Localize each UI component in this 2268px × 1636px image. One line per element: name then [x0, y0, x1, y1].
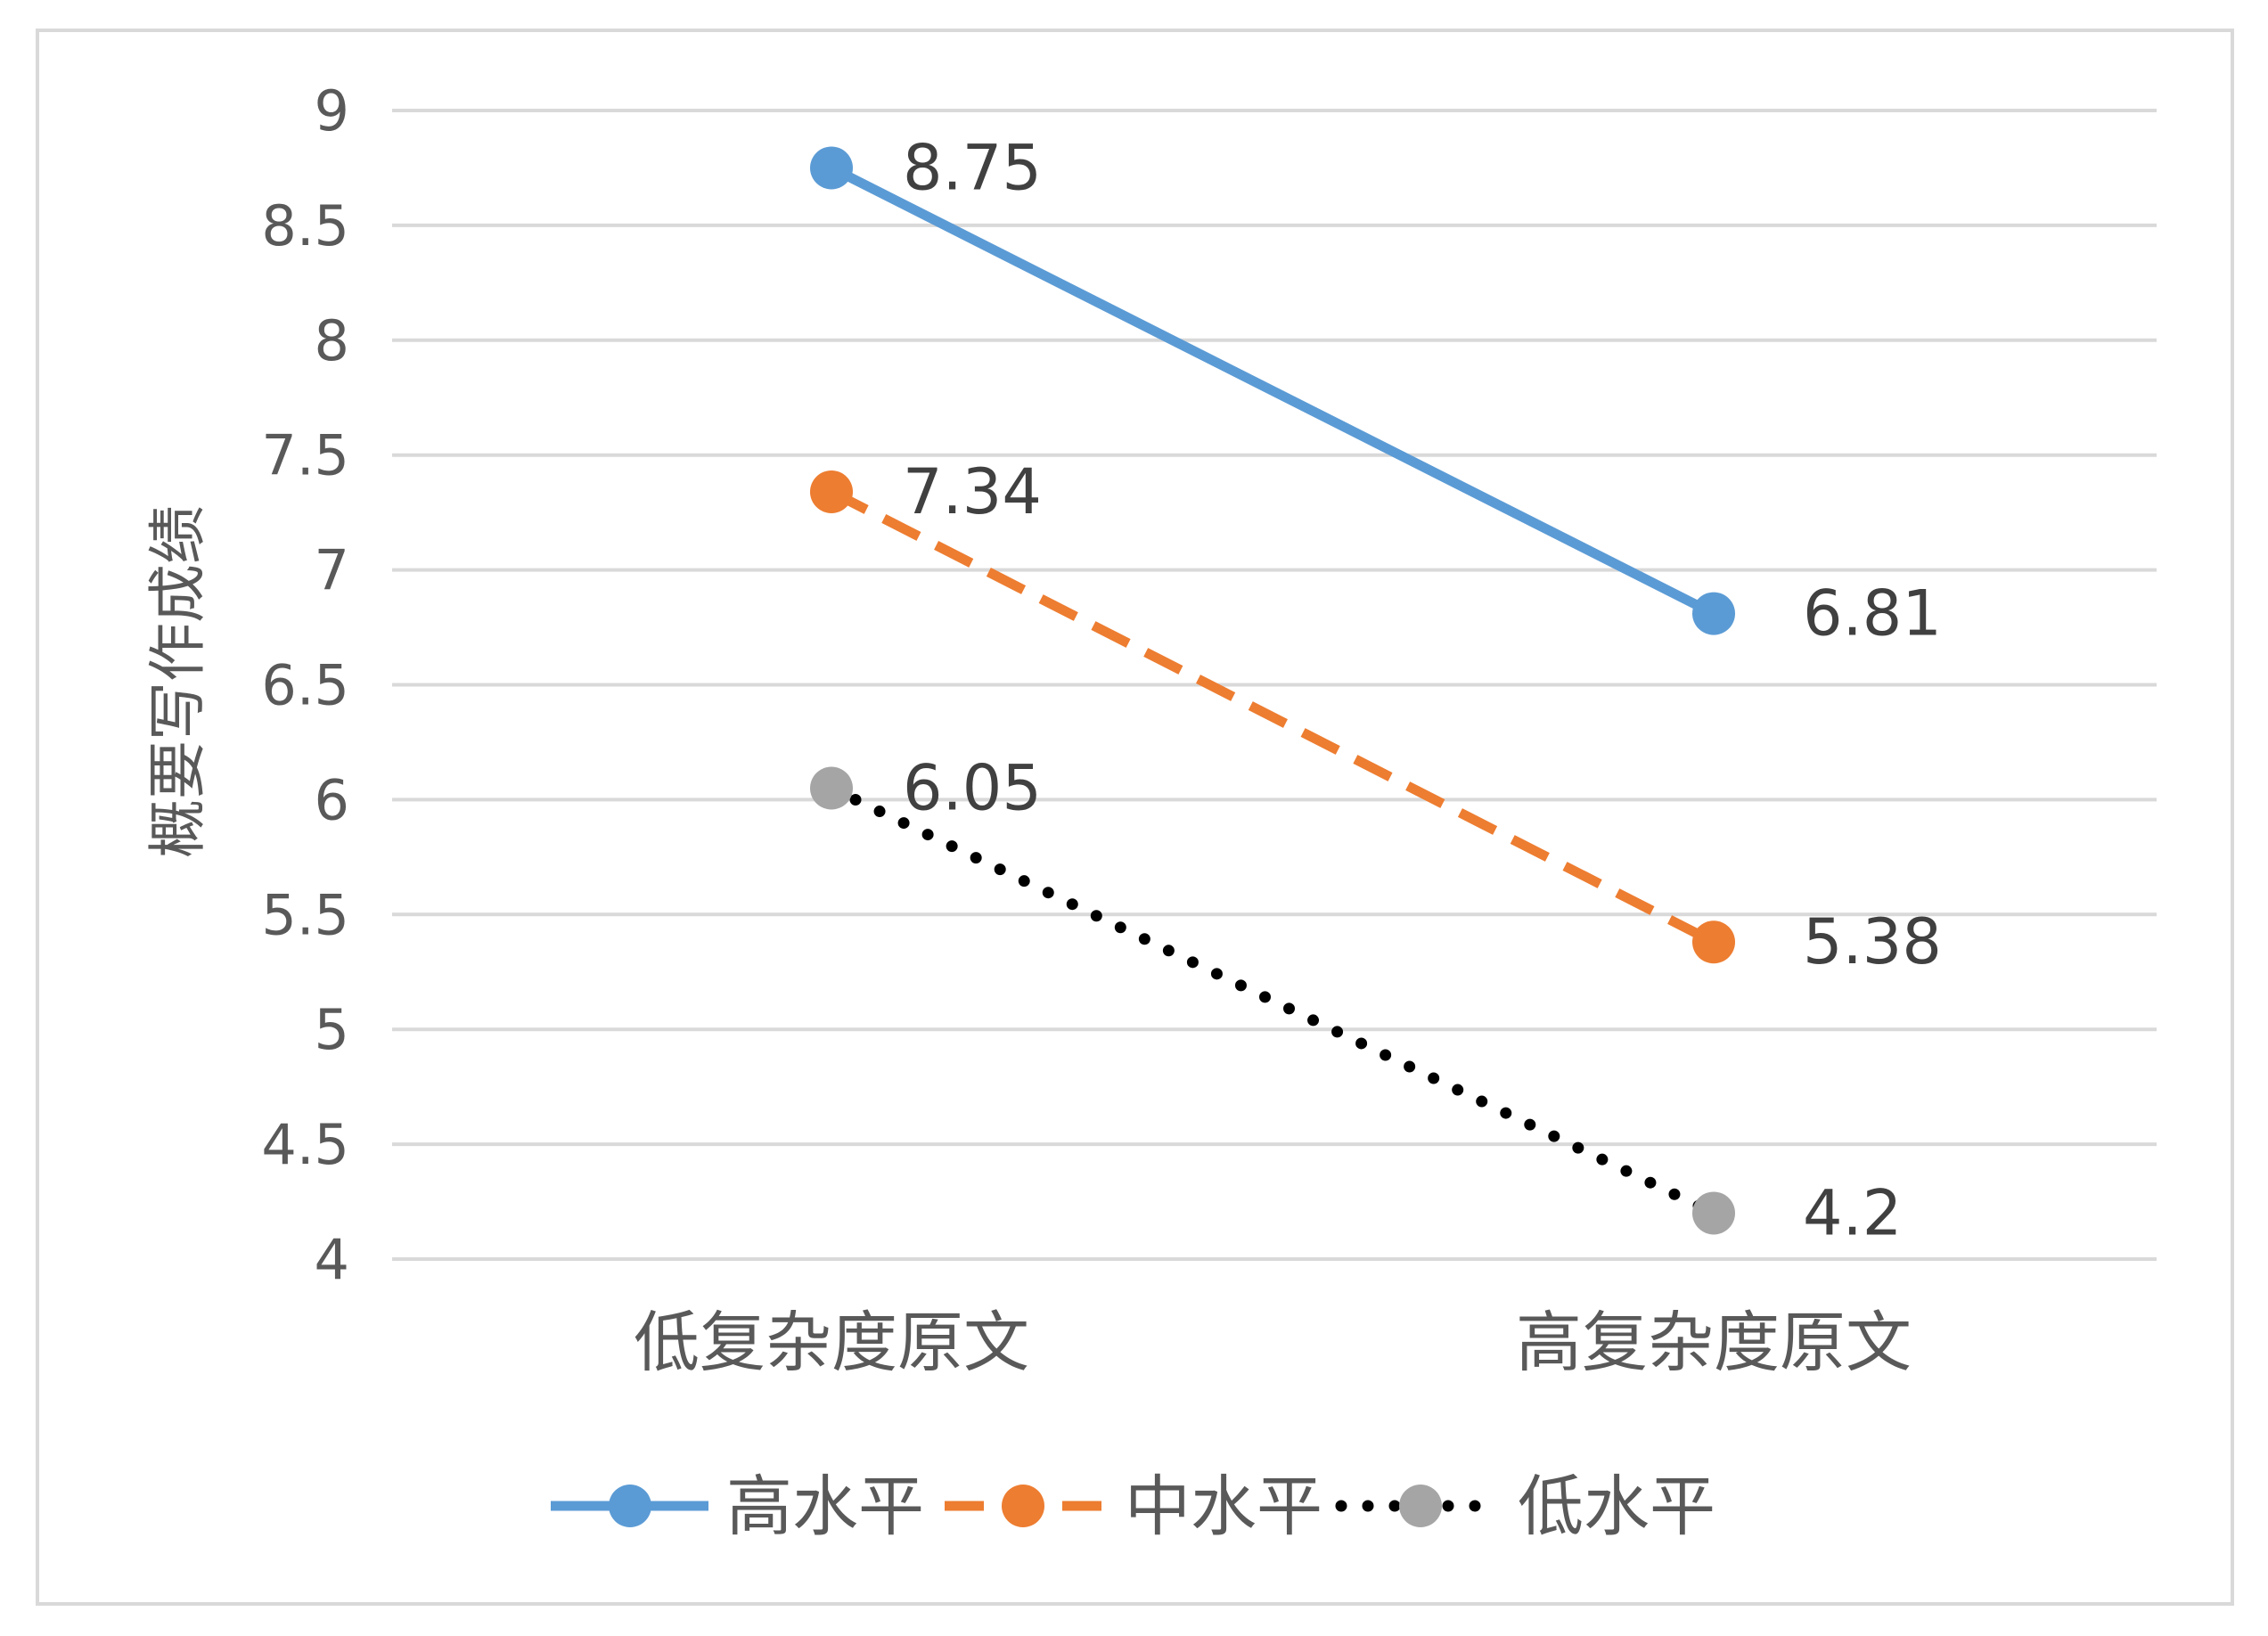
y-tick-label: 6 — [315, 767, 349, 832]
series-line — [829, 487, 1716, 947]
series-layer — [810, 146, 1735, 1235]
chart-frame — [36, 29, 2234, 1606]
legend-marker — [1002, 1485, 1044, 1527]
data-label: 7.34 — [903, 455, 1042, 528]
y-tick-label: 5 — [315, 997, 349, 1062]
series-line — [829, 163, 1716, 618]
data-point — [810, 470, 853, 513]
data-point — [810, 766, 853, 810]
series-line — [825, 782, 1720, 1219]
x-category-label: 高复杂度原文 — [1516, 1305, 1912, 1381]
y-tick-label: 4 — [315, 1227, 349, 1292]
data-labels: 8.75 6.81 7.34 5.38 6.05 4.2 — [903, 131, 1942, 1249]
gridlines — [392, 109, 2157, 1261]
y-axis-title: 概要写作成绩 — [143, 505, 212, 858]
legend-label: 低水平 — [1518, 1468, 1715, 1545]
legend-item: 高水平 — [551, 1468, 924, 1545]
data-label: 4.2 — [1803, 1176, 1902, 1249]
y-tick-label: 9 — [315, 78, 349, 143]
y-tick-label: 7.5 — [261, 423, 349, 488]
data-point — [1692, 920, 1735, 964]
x-category-label: 低复杂度原文 — [634, 1305, 1029, 1381]
data-label: 6.81 — [1803, 577, 1942, 650]
y-axis-ticks: 9 8.5 8 7.5 7 6.5 6 5.5 5 4.5 4 — [261, 78, 349, 1292]
y-tick-label: 8.5 — [261, 193, 349, 258]
y-tick-label: 7 — [315, 538, 349, 603]
y-tick-label: 5.5 — [261, 882, 349, 947]
legend-marker — [609, 1485, 651, 1527]
legend-item: 中水平 — [945, 1468, 1322, 1545]
data-point — [1692, 592, 1735, 635]
y-tick-label: 8 — [315, 308, 349, 373]
legend-marker — [1399, 1485, 1442, 1527]
data-label: 8.75 — [903, 131, 1042, 204]
data-label: 5.38 — [1803, 905, 1942, 978]
y-tick-label: 4.5 — [261, 1112, 349, 1177]
legend-label: 中水平 — [1125, 1468, 1322, 1545]
data-point — [1692, 1191, 1735, 1235]
legend: 高水平 中水平 低水平 — [551, 1468, 1715, 1545]
legend-label: 高水平 — [726, 1468, 924, 1545]
legend-item: 低水平 — [1335, 1468, 1715, 1545]
x-axis-categories: 低复杂度原文 高复杂度原文 — [634, 1305, 1912, 1381]
data-label: 6.05 — [903, 752, 1042, 825]
data-point — [810, 146, 853, 190]
y-tick-label: 6.5 — [261, 653, 349, 718]
